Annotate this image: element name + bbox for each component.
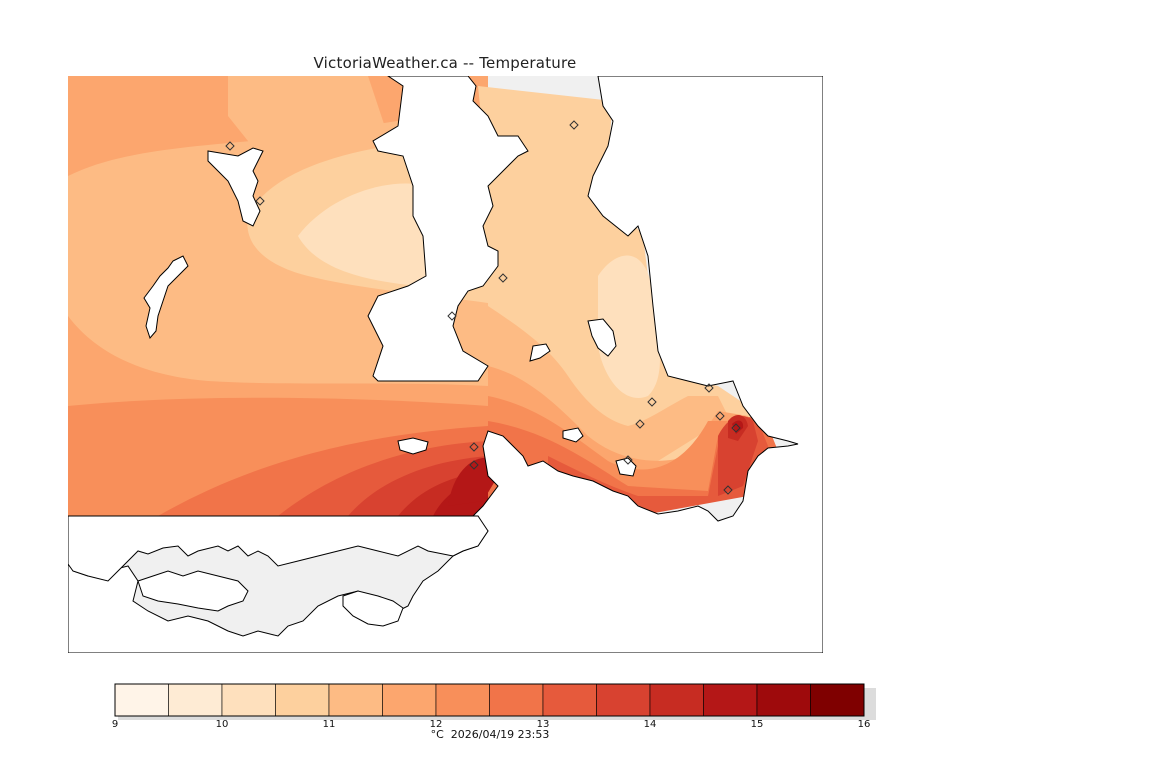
colorbar-bins [114, 683, 865, 717]
station-marker[interactable] [723, 485, 733, 495]
station-marker[interactable] [255, 196, 265, 206]
colorbar-bin [275, 683, 330, 717]
station-marker[interactable] [715, 411, 725, 421]
colorbar-bin [756, 683, 811, 717]
peninsula-band-10 [598, 255, 660, 398]
colorbar-tick-label: 16 [858, 719, 871, 730]
station-marker[interactable] [569, 120, 579, 130]
colorbar-bin [435, 683, 490, 717]
station-marker[interactable] [469, 442, 479, 452]
east-strait-water [68, 76, 823, 653]
temperature-map [68, 76, 823, 653]
colorbar-bin [221, 683, 276, 717]
colorbar-ticks: 9 10 11 12 13 14 15 16 [112, 719, 871, 730]
colorbar-bin [703, 683, 758, 717]
station-marker[interactable] [225, 141, 235, 151]
colorbar-bin [810, 683, 865, 717]
east-lake-1 [587, 318, 617, 357]
station-marker[interactable] [731, 423, 741, 433]
contour-band-11-5-inner [228, 76, 388, 166]
timestamp: 2026/04/19 23:53 [450, 728, 550, 741]
unit-label: °C [430, 728, 444, 741]
contour-band-10 [298, 183, 442, 286]
small-features [143, 147, 637, 477]
southern-land [68, 515, 489, 627]
south-shore-land [68, 515, 489, 582]
harbour-spit [562, 427, 584, 443]
inlet-water [367, 76, 529, 382]
station-marker[interactable] [635, 419, 645, 429]
northwest-inlet [207, 147, 264, 227]
colorbar-bin [382, 683, 437, 717]
colorbar-tick-label: 15 [751, 719, 764, 730]
colorbar-bin [596, 683, 651, 717]
colorbar-tick-label: 10 [216, 719, 229, 730]
station-marker[interactable] [498, 273, 508, 283]
colorbar-tick-label: 13 [537, 719, 550, 730]
colorbar-caption: °C 2026/04/19 23:53 [110, 728, 870, 741]
colorbar-bin [168, 683, 223, 717]
colorbar-frame [114, 683, 865, 717]
south-island-east [342, 590, 404, 627]
weather-stations [225, 120, 741, 495]
colorbar-tick-label: 9 [112, 719, 118, 730]
colorbar-bin [328, 683, 383, 717]
station-marker[interactable] [704, 383, 714, 393]
colorbar-tick-label: 14 [644, 719, 657, 730]
station-marker[interactable] [447, 311, 457, 321]
harbour-band-15 [448, 457, 498, 506]
station-marker[interactable] [647, 397, 657, 407]
station-marker[interactable] [469, 460, 479, 470]
central-island [397, 437, 429, 455]
west-lake [143, 255, 189, 339]
colorbar-bin [649, 683, 704, 717]
colorbar-tick-label: 12 [430, 719, 443, 730]
colorbar-tick-label: 11 [323, 719, 336, 730]
colorbar-bin [542, 683, 597, 717]
water-bodies [68, 76, 823, 653]
southwest-island [137, 570, 249, 612]
colorbar-bin [114, 683, 169, 717]
station-marker[interactable] [623, 455, 633, 465]
map-title: VictoriaWeather.ca -- Temperature [313, 54, 577, 72]
east-lake-2 [529, 343, 551, 362]
colorbar-bin [489, 683, 544, 717]
temperature-colorbar: 9 10 11 12 13 14 15 16 [112, 683, 876, 730]
